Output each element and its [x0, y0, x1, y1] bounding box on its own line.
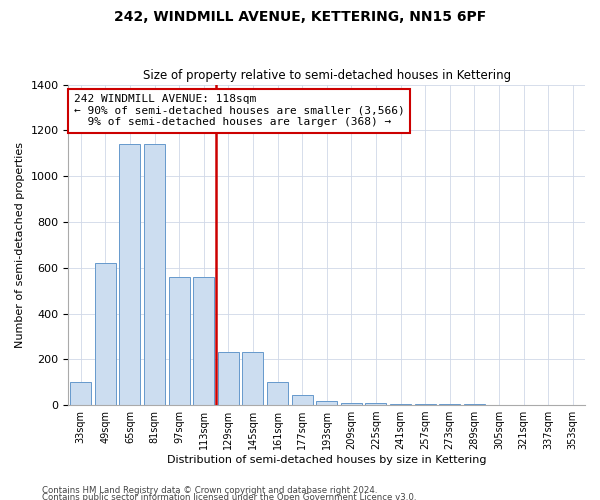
Bar [144, 144, 165, 405]
Bar [70, 382, 91, 405]
Bar [119, 144, 140, 405]
Bar [267, 382, 288, 405]
Text: Contains public sector information licensed under the Open Government Licence v3: Contains public sector information licen… [42, 494, 416, 500]
Bar [464, 404, 485, 405]
Bar [218, 352, 239, 405]
Bar [439, 404, 460, 405]
Text: 242 WINDMILL AVENUE: 118sqm
← 90% of semi-detached houses are smaller (3,566)
  : 242 WINDMILL AVENUE: 118sqm ← 90% of sem… [74, 94, 404, 128]
Bar [316, 400, 337, 405]
Bar [365, 404, 386, 405]
Bar [415, 404, 436, 405]
Title: Size of property relative to semi-detached houses in Kettering: Size of property relative to semi-detach… [143, 69, 511, 82]
Bar [193, 277, 214, 405]
Bar [292, 395, 313, 405]
Bar [341, 403, 362, 405]
Y-axis label: Number of semi-detached properties: Number of semi-detached properties [15, 142, 25, 348]
Bar [390, 404, 411, 405]
Text: Contains HM Land Registry data © Crown copyright and database right 2024.: Contains HM Land Registry data © Crown c… [42, 486, 377, 495]
Bar [95, 263, 116, 405]
Bar [242, 352, 263, 405]
X-axis label: Distribution of semi-detached houses by size in Kettering: Distribution of semi-detached houses by … [167, 455, 487, 465]
Bar [169, 277, 190, 405]
Text: 242, WINDMILL AVENUE, KETTERING, NN15 6PF: 242, WINDMILL AVENUE, KETTERING, NN15 6P… [114, 10, 486, 24]
